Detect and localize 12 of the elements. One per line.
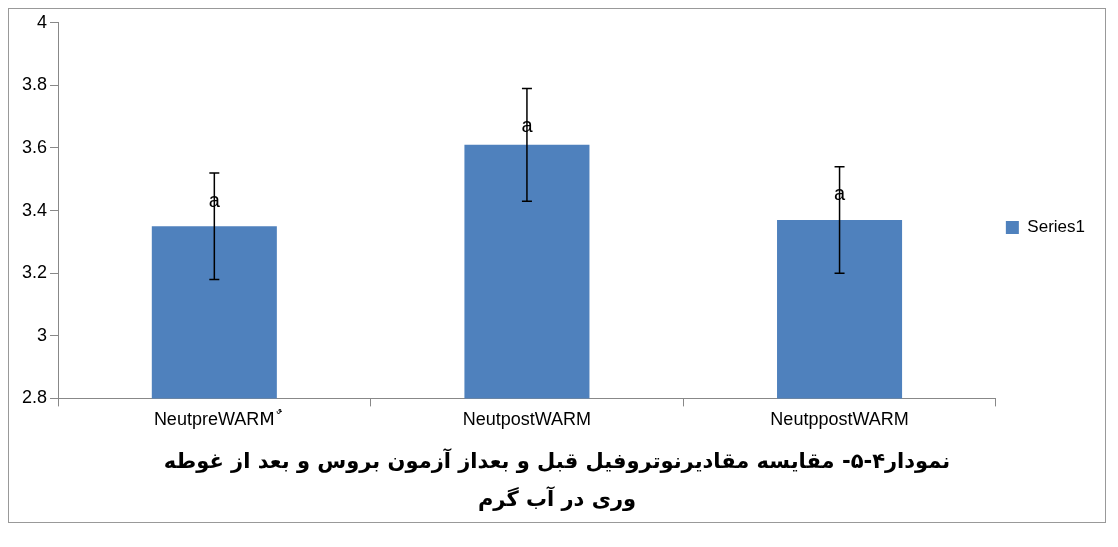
y-tick-label: 3.4 [21,199,48,220]
x-tick-label: NeutppostWARM [770,409,909,430]
y-tick-label: 4 [37,11,48,32]
y-tick-label: 3 [37,324,48,345]
x-tick-label: NeutpostWARM [462,409,592,430]
x-tick-label: NeutpreWARMٌ [153,409,283,430]
text: نمودار۴-۵- مقایسه مقادیرنوتروفیل قبل و بعداز آزمون بروس و بعد از غوطه وری در آب گرم [162,447,952,513]
y-tick-label: 3.6 [21,136,48,157]
y-tick-label: 3.8 [21,74,48,95]
y-tick-label: 3.2 [21,262,48,283]
legend-label: Series1 [1027,217,1085,237]
y-tick-label: 2.8 [21,387,48,408]
